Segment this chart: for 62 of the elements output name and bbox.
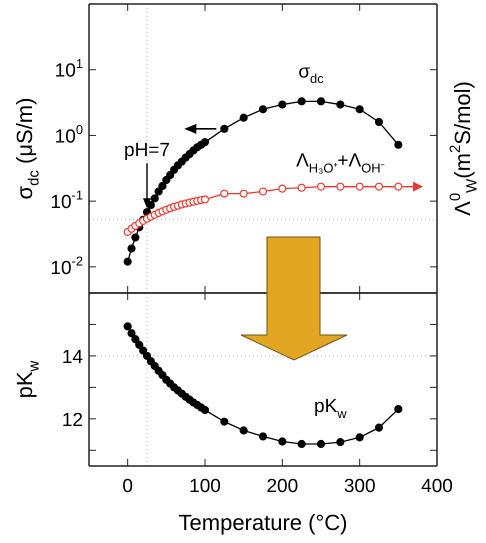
- point: [127, 244, 136, 253]
- x-axis-title: Temperature (°C): [178, 510, 348, 535]
- point: [394, 182, 402, 191]
- y-tick-label: 14: [62, 346, 84, 368]
- annotation: pH=7: [124, 140, 170, 162]
- point: [258, 105, 268, 114]
- point: [356, 433, 364, 442]
- point: [127, 329, 136, 338]
- point: [258, 432, 268, 441]
- point: [158, 182, 167, 190]
- point: [298, 97, 306, 106]
- point: [131, 233, 140, 242]
- point: [200, 138, 210, 146]
- point: [298, 184, 306, 192]
- point: [374, 424, 384, 432]
- y-tick-label: 10$^{-1}$: [50, 188, 83, 214]
- point: [154, 187, 163, 196]
- point: [316, 440, 326, 448]
- point: [316, 182, 326, 191]
- x-tick-label: 300: [344, 476, 376, 497]
- point: [135, 340, 144, 349]
- point: [139, 346, 148, 355]
- point: [220, 190, 228, 198]
- point: [394, 404, 402, 414]
- point: [220, 418, 228, 426]
- point: [258, 187, 268, 196]
- point: [200, 195, 210, 204]
- point: [374, 118, 384, 126]
- point: [356, 105, 364, 114]
- y-tick-label: 12: [62, 410, 83, 431]
- point: [240, 426, 248, 435]
- point: [142, 352, 152, 360]
- point: [394, 140, 402, 149]
- point: [356, 182, 364, 191]
- y-tick-label: 10$^{-2}$: [50, 253, 83, 279]
- x-tick-label: 200: [266, 476, 298, 497]
- point: [200, 406, 210, 414]
- point: [316, 97, 326, 106]
- series-label: σ$_{dc}$: [298, 61, 324, 86]
- point: [124, 258, 132, 266]
- point: [240, 190, 248, 198]
- point: [278, 184, 286, 193]
- x-tick-label: 400: [421, 476, 453, 497]
- x-tick-label: 100: [189, 476, 221, 497]
- point: [131, 335, 140, 344]
- point: [150, 194, 159, 202]
- point: [298, 440, 306, 448]
- point: [124, 322, 132, 330]
- series-label: Λ$_{H₃O⁺}$+Λ$_{OH⁻}$: [296, 150, 385, 176]
- point: [166, 170, 174, 180]
- x-tick-label: 0: [122, 476, 133, 497]
- point: [336, 100, 344, 109]
- point: [374, 182, 384, 191]
- point: [336, 438, 344, 446]
- y-tick-label: 10$^{0}$: [54, 122, 83, 148]
- point: [278, 437, 286, 446]
- y-tick-label: 10$^{1}$: [54, 56, 83, 82]
- series-label: pK$_{w}$: [314, 396, 348, 421]
- point: [278, 100, 286, 109]
- point: [240, 114, 248, 122]
- point: [336, 182, 344, 191]
- point: [220, 124, 228, 133]
